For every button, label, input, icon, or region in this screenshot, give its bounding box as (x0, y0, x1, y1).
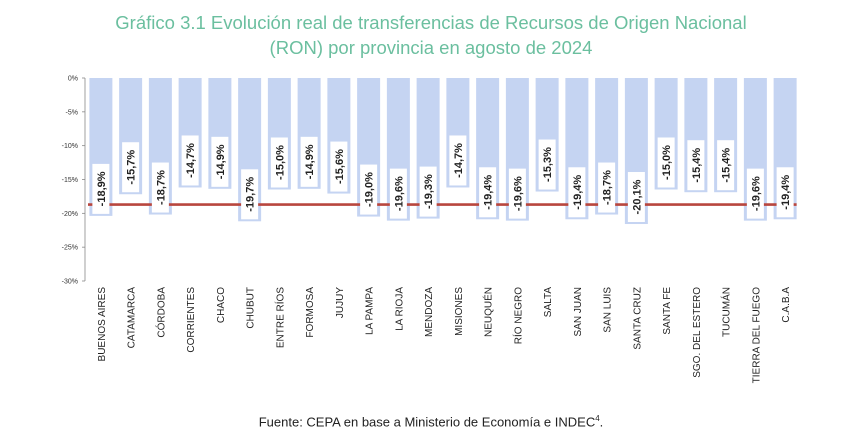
data-label: -19,7% (245, 177, 257, 212)
y-tick-label: -15% (62, 177, 78, 184)
y-tick-label: -5% (66, 109, 78, 116)
data-label: -19,4% (483, 175, 495, 210)
data-label-box (568, 167, 586, 218)
category-label: LA RIOJA (394, 287, 405, 331)
data-label: -15,4% (721, 148, 733, 183)
data-label: -15,3% (542, 147, 554, 182)
data-label: -20,1% (631, 179, 643, 214)
y-tick-label: -30% (62, 279, 78, 286)
data-label-box (92, 163, 110, 214)
data-label-box (717, 140, 735, 191)
data-label-box (598, 162, 616, 213)
category-label: SGO. DEL ESTERO (692, 287, 703, 378)
data-label: -18,9% (96, 171, 108, 206)
category-label: RÍO NEGRO (511, 287, 524, 344)
category-label: MISIONES (454, 287, 465, 336)
data-label: -15,0% (274, 145, 286, 180)
data-label: -18,7% (602, 170, 614, 205)
category-label: CHACO (216, 287, 227, 323)
category-label: ENTRE RÍOS (273, 287, 286, 348)
data-label: -19,4% (780, 175, 792, 210)
data-label: -19,3% (423, 174, 435, 209)
data-label: -19,0% (364, 172, 376, 207)
data-label: -14,7% (185, 143, 197, 178)
source-footnote-marker: 4 (595, 414, 600, 423)
data-label-box (657, 137, 675, 188)
chart-title-line-1: Gráfico 3.1 Evolución real de transferen… (115, 12, 747, 33)
category-label: CORRIENTES (186, 287, 197, 353)
category-label: CHUBUT (246, 287, 257, 329)
category-label: SANTA CRUZ (632, 287, 643, 350)
category-label: TIERRA DEL FUEGO (751, 287, 762, 384)
category-label: BUENOS AIRES (97, 287, 108, 362)
category-label: CÓRDOBA (154, 287, 167, 338)
chart-title-line-2: (RON) por provincia en agosto de 2024 (269, 37, 593, 58)
data-label: -19,6% (393, 176, 405, 211)
data-label: -18,7% (155, 170, 167, 205)
data-label: -14,7% (453, 143, 465, 178)
data-label-box (687, 140, 705, 191)
data-label: -15,6% (334, 149, 346, 184)
data-label-box (270, 137, 288, 188)
data-label-box (419, 166, 437, 217)
y-tick-label: 0% (68, 76, 78, 83)
y-tick-label: -20% (62, 211, 78, 218)
category-label: NEUQUÉN (482, 287, 495, 337)
category-label: MENDOZA (424, 287, 435, 337)
data-label-box (211, 136, 229, 187)
data-label-box (122, 142, 140, 193)
data-label-box (508, 168, 526, 219)
category-label: SAN LUIS (603, 287, 614, 333)
data-label: -14,9% (304, 144, 316, 179)
category-label: LA PAMPA (365, 287, 376, 335)
data-label: -19,4% (572, 175, 584, 210)
category-label: SANTA FE (662, 287, 673, 335)
category-label: TUCUMÁN (720, 287, 733, 337)
data-label-box (181, 135, 199, 186)
bar-chart: 0% -5% -10% -15% -20% -25% -30% -18,9% -15,7% -18… (62, 76, 797, 384)
data-label-box (330, 141, 348, 192)
data-label: -14,9% (215, 144, 227, 179)
category-label: CATAMARCA (127, 287, 138, 349)
category-label: FORMOSA (305, 287, 316, 338)
data-label-box (300, 136, 318, 187)
y-tick-label: -10% (62, 143, 78, 150)
source-text: Fuente: CEPA en base a Ministerio de Eco… (258, 414, 596, 430)
y-tick-label: -25% (62, 245, 78, 252)
data-label: -15,7% (126, 150, 138, 185)
data-label-box (449, 135, 467, 186)
data-label-box (241, 169, 259, 220)
source-note: Fuente: CEPA en base a Ministerio de Eco… (0, 414, 862, 429)
data-label-box (479, 167, 497, 218)
data-label: -19,6% (750, 176, 762, 211)
data-label-box (746, 168, 764, 219)
category-label: JUJUY (335, 287, 346, 318)
data-label-box (776, 167, 794, 218)
source-end: . (599, 414, 604, 430)
data-label: -19,6% (512, 176, 524, 211)
chart-title: Gráfico 3.1 Evolución real de transferen… (0, 10, 862, 60)
category-label: SALTA (543, 287, 554, 318)
data-label-box (538, 139, 556, 190)
data-label: -15,0% (661, 145, 673, 180)
category-label: C.A.B.A (781, 287, 792, 323)
data-label-box (151, 162, 169, 213)
data-label-box (360, 164, 378, 215)
data-label: -15,4% (691, 148, 703, 183)
category-label: SAN JUAN (573, 287, 584, 336)
data-label-box (389, 168, 407, 219)
data-label-box (627, 172, 645, 223)
